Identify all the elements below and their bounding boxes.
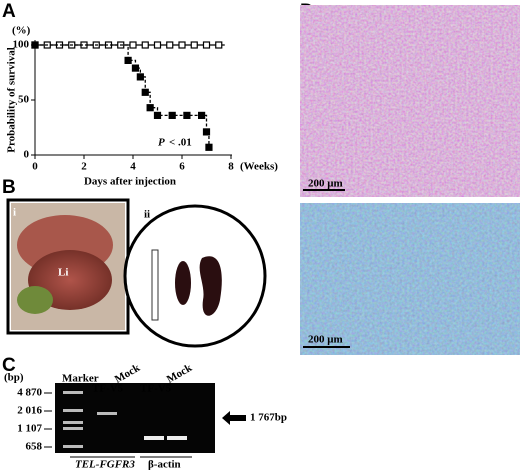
survival-point xyxy=(202,41,211,49)
gel-unit: (bp) xyxy=(4,372,24,384)
y-tick-label: 50 xyxy=(18,94,30,106)
survival-point xyxy=(153,41,162,49)
x-label: Days after injection xyxy=(84,176,176,188)
survival-point xyxy=(141,41,149,49)
y-tick-label: 100 xyxy=(13,39,30,51)
ladder-label: 1 107 xyxy=(17,423,42,435)
spleen xyxy=(199,256,222,316)
ihc-stain xyxy=(300,203,520,355)
survival-point xyxy=(136,73,144,81)
x-tick-label: 8 xyxy=(228,161,234,173)
x-tick-label: 0 xyxy=(32,161,38,173)
ladder-label: 658 xyxy=(26,441,43,453)
he-stain xyxy=(300,5,520,197)
annotation: < .01 xyxy=(169,137,192,149)
survival-point xyxy=(190,41,198,49)
scale-label: 200 μm xyxy=(308,178,343,190)
lane-label: Mock xyxy=(113,362,143,386)
survival-point xyxy=(168,111,176,120)
lane-label: Mock xyxy=(165,362,195,386)
survival-point xyxy=(131,64,140,72)
gel xyxy=(55,383,215,453)
sublabel: i xyxy=(13,207,16,219)
lane-label: Marker xyxy=(62,373,99,385)
y-label: Probability of survival xyxy=(6,47,18,153)
survival-point xyxy=(146,104,154,112)
panel-label: C xyxy=(2,355,16,376)
lane-label: TF-V5 xyxy=(92,383,124,395)
survival-point xyxy=(202,128,211,136)
band-label: 1 767bp xyxy=(250,412,287,424)
scale-label: 200 μm xyxy=(308,334,343,346)
x-unit: (Weeks) xyxy=(240,161,278,173)
ladder-label: 4 870 xyxy=(17,387,42,399)
sublabel: ii xyxy=(144,209,150,221)
survival-step xyxy=(35,44,210,148)
organ-label: Li xyxy=(58,267,68,279)
intestine xyxy=(17,286,53,314)
survival-point xyxy=(183,111,191,120)
annotation: P xyxy=(158,137,165,149)
lane-label: TF-V5 xyxy=(140,383,172,395)
ruler xyxy=(151,249,159,321)
y-tick-label: 0 xyxy=(24,149,30,161)
gene-label: β-actin xyxy=(148,459,181,471)
photo-frame xyxy=(123,204,267,348)
arrow xyxy=(222,411,246,425)
survival-point xyxy=(153,111,162,120)
x-tick-label: 4 xyxy=(130,161,136,173)
x-tick-label: 2 xyxy=(81,161,87,173)
survival-point xyxy=(31,41,39,49)
y-unit: (%) xyxy=(12,25,31,37)
spleen xyxy=(175,261,191,305)
survival-point xyxy=(141,88,149,96)
survival-point xyxy=(124,56,132,65)
ladder-label: 2 016 xyxy=(17,405,42,417)
x-tick-label: 6 xyxy=(179,161,185,173)
survival-point xyxy=(215,41,223,49)
survival-point xyxy=(205,143,213,151)
gene-label: TEL-FGFR3 xyxy=(75,459,135,471)
survival-point xyxy=(129,41,137,49)
survival-point xyxy=(178,41,186,49)
survival-point xyxy=(198,111,206,120)
panel-label: B xyxy=(2,177,16,198)
panel-label: A xyxy=(2,1,16,22)
survival-point xyxy=(166,41,174,49)
